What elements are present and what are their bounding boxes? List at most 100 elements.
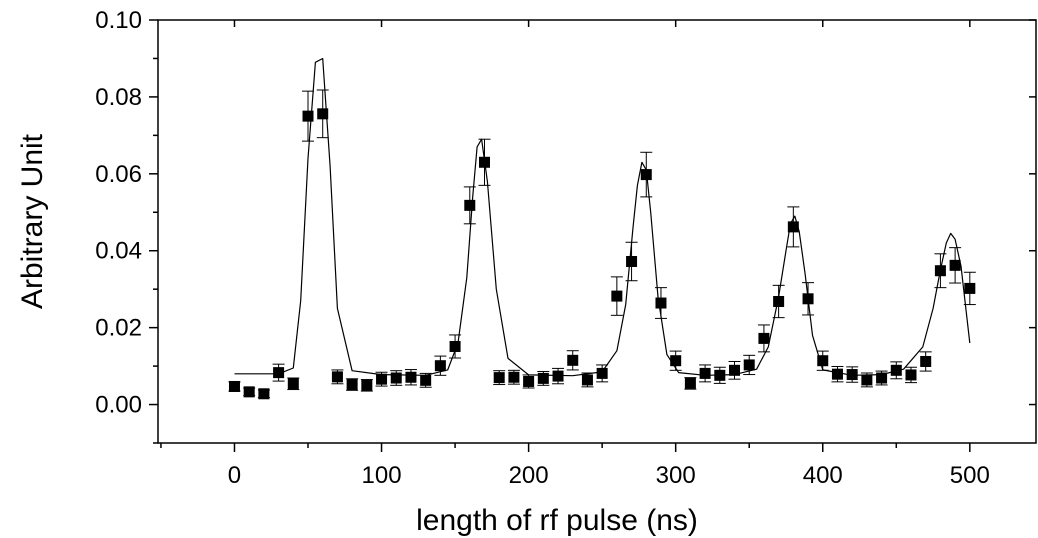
data-point bbox=[478, 138, 491, 186]
data-point bbox=[463, 186, 476, 225]
data-point bbox=[802, 282, 815, 316]
data-point bbox=[787, 206, 800, 248]
square-marker bbox=[464, 199, 476, 211]
data-point bbox=[316, 89, 329, 139]
data-point bbox=[846, 366, 859, 383]
x-tick-label: 200 bbox=[509, 462, 549, 489]
data-point bbox=[816, 350, 829, 371]
x-tick-label: 400 bbox=[803, 462, 843, 489]
square-marker bbox=[802, 293, 814, 305]
square-marker bbox=[714, 369, 726, 381]
square-marker bbox=[846, 369, 858, 381]
square-marker bbox=[376, 373, 388, 385]
data-point bbox=[537, 370, 550, 386]
square-marker bbox=[626, 255, 638, 267]
y-tick-label: 0.04 bbox=[95, 238, 142, 265]
y-tick-label: 0.10 bbox=[95, 7, 142, 34]
square-marker bbox=[331, 371, 343, 383]
square-marker bbox=[817, 355, 829, 367]
data-point bbox=[949, 247, 962, 284]
square-marker bbox=[228, 380, 240, 392]
square-marker bbox=[508, 371, 520, 383]
x-tick-label: 100 bbox=[362, 462, 402, 489]
data-point bbox=[228, 380, 241, 392]
square-marker bbox=[861, 374, 873, 386]
x-axis: 0 100 200 300 400 500 bbox=[160, 20, 990, 489]
data-point bbox=[757, 324, 770, 353]
square-marker bbox=[787, 221, 799, 233]
square-marker bbox=[743, 359, 755, 371]
square-marker bbox=[361, 379, 373, 391]
square-marker bbox=[537, 372, 549, 384]
square-marker bbox=[523, 375, 535, 387]
square-marker bbox=[567, 354, 579, 366]
data-point bbox=[346, 378, 359, 391]
square-marker bbox=[493, 372, 505, 384]
square-marker bbox=[302, 110, 314, 122]
y-tick-label: 0.08 bbox=[95, 84, 142, 111]
data-point bbox=[449, 334, 462, 359]
data-point bbox=[552, 367, 565, 385]
data-point bbox=[625, 241, 638, 282]
square-marker bbox=[890, 364, 902, 376]
square-marker bbox=[831, 368, 843, 380]
square-marker bbox=[934, 265, 946, 277]
data-point bbox=[257, 388, 270, 400]
square-marker bbox=[758, 332, 770, 344]
square-marker bbox=[581, 374, 593, 386]
square-marker bbox=[729, 364, 741, 376]
square-marker bbox=[949, 259, 961, 271]
data-point bbox=[331, 369, 344, 385]
data-point bbox=[831, 365, 844, 383]
data-point bbox=[654, 287, 667, 319]
fit-line-series bbox=[234, 57, 971, 377]
data-point bbox=[640, 151, 653, 198]
square-marker bbox=[920, 355, 932, 367]
square-marker bbox=[478, 156, 490, 168]
data-point bbox=[669, 350, 682, 371]
data-point bbox=[272, 363, 285, 382]
square-marker bbox=[243, 386, 255, 398]
plot-frame bbox=[157, 19, 1037, 444]
data-point bbox=[728, 360, 741, 380]
data-point bbox=[404, 369, 417, 386]
data-point bbox=[375, 371, 388, 387]
square-marker bbox=[317, 108, 329, 120]
square-marker bbox=[596, 367, 608, 379]
data-point bbox=[581, 372, 594, 388]
data-point bbox=[860, 372, 873, 388]
square-marker bbox=[773, 295, 785, 307]
square-marker bbox=[405, 371, 417, 383]
square-marker bbox=[273, 367, 285, 379]
data-point bbox=[434, 355, 447, 376]
data-point bbox=[302, 90, 315, 142]
data-point bbox=[772, 284, 785, 319]
square-marker bbox=[552, 370, 564, 382]
square-marker bbox=[420, 374, 432, 386]
data-point bbox=[699, 364, 712, 383]
square-marker bbox=[287, 378, 299, 390]
data-point bbox=[507, 369, 520, 385]
square-marker bbox=[964, 282, 976, 294]
data-point bbox=[890, 361, 903, 380]
data-point bbox=[934, 253, 947, 289]
square-marker bbox=[390, 372, 402, 384]
data-point bbox=[713, 366, 726, 384]
data-point bbox=[287, 377, 300, 391]
square-marker bbox=[670, 355, 682, 367]
x-tick-label: 300 bbox=[656, 462, 696, 489]
y-tick-label: 0.00 bbox=[95, 392, 142, 419]
y-tick-label: 0.06 bbox=[95, 161, 142, 188]
square-marker bbox=[699, 367, 711, 379]
data-point bbox=[522, 374, 535, 389]
x-tick-label: 0 bbox=[228, 462, 241, 489]
data-point bbox=[684, 377, 697, 390]
data-point bbox=[610, 276, 623, 316]
square-marker bbox=[258, 388, 270, 400]
x-tick-label: 500 bbox=[950, 462, 990, 489]
data-point bbox=[904, 366, 917, 384]
data-point bbox=[919, 351, 932, 372]
y-axis: 0.00 0.02 0.04 0.06 0.08 0.10 bbox=[95, 7, 1036, 444]
x-axis-title: length of rf pulse (ns) bbox=[416, 504, 698, 537]
data-point bbox=[243, 386, 256, 398]
